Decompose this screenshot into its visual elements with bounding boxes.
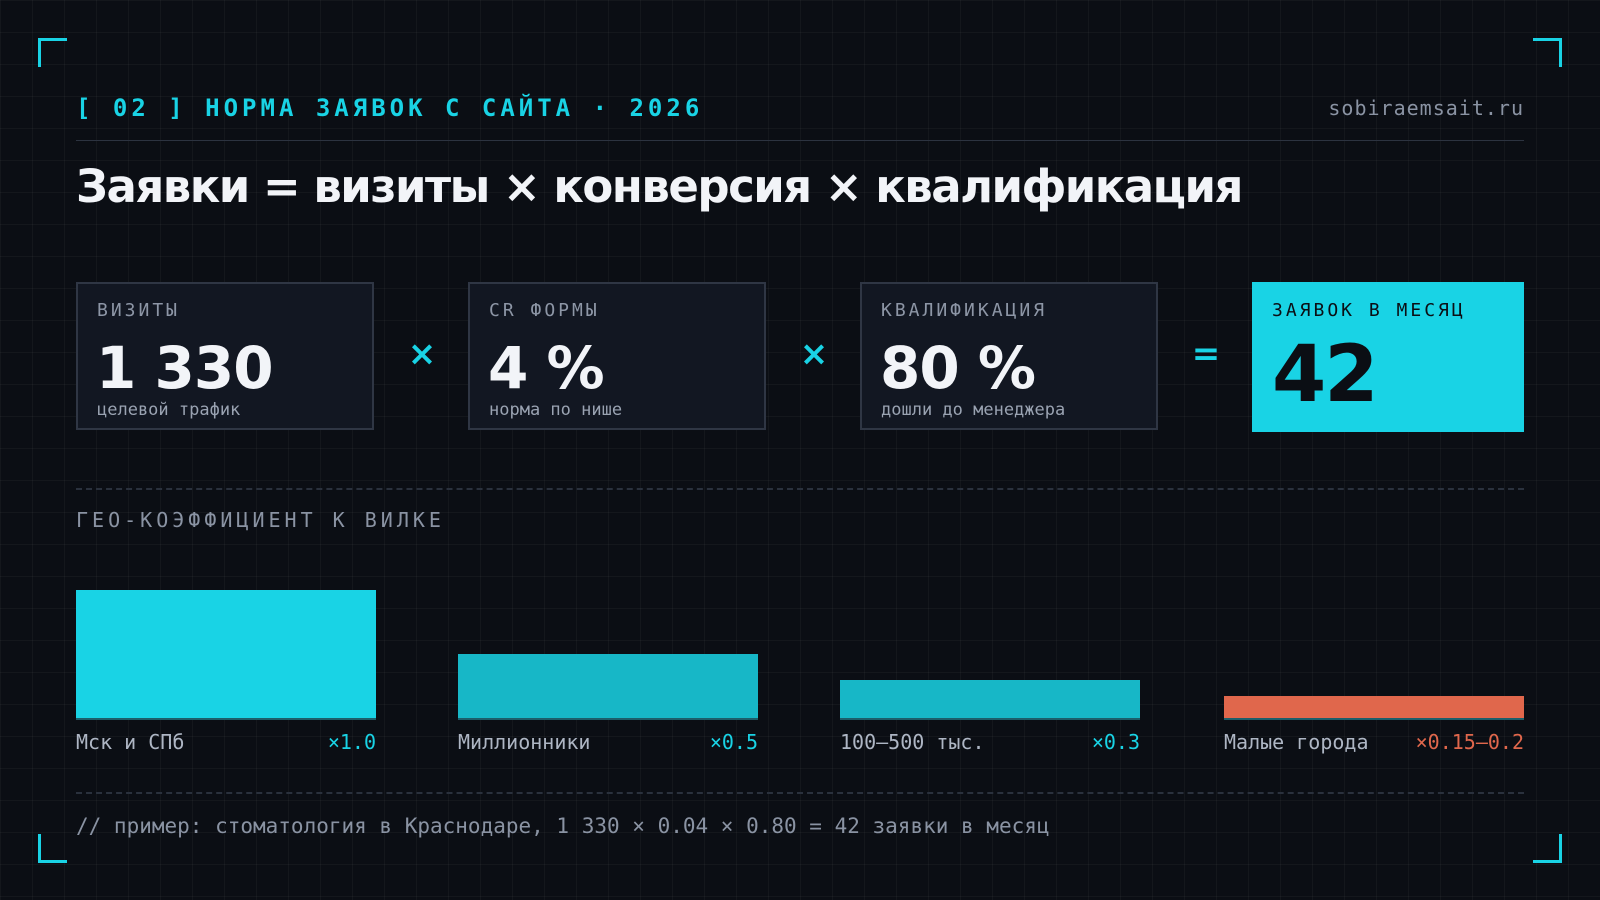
visits-card: ВИЗИТЫ 1 330 целевой трафик: [76, 282, 374, 430]
bar-baseline: [840, 560, 1140, 720]
section-divider: [76, 488, 1524, 490]
geo-bar-group: 100–500 тыс. ×0.3: [840, 560, 1140, 760]
geo-bar-coefficient: ×0.15–0.2: [1415, 730, 1524, 754]
visits-note: целевой трафик: [97, 400, 241, 420]
geo-bar-label: Миллионники: [458, 730, 591, 754]
multiply-operator: ×: [407, 334, 437, 374]
qualification-note: дошли до менеджера: [881, 400, 1066, 420]
frame-corner-bottom-left: [38, 834, 67, 863]
geo-bar: [1224, 696, 1524, 718]
footer-divider: [76, 792, 1524, 794]
formula-headline: Заявки = визиты × конверсия × квалификац…: [76, 160, 1243, 213]
geo-bar-coefficient: ×0.5: [709, 730, 758, 754]
result-value: 42: [1272, 330, 1379, 420]
frame-corner-bottom-right: [1533, 834, 1562, 863]
conversion-note: норма по нише: [489, 400, 623, 420]
geo-bar-group: Мск и СПб ×1.0: [76, 560, 376, 760]
bar-baseline: [458, 560, 758, 720]
geo-bar-label: Мск и СПб: [76, 730, 185, 754]
conversion-value: 4 %: [488, 334, 605, 402]
geo-bar-group: Миллионники ×0.5: [458, 560, 758, 760]
multiply-operator: ×: [799, 334, 829, 374]
bar-baseline: [76, 560, 376, 720]
frame-corner-top-right: [1533, 38, 1562, 67]
section-tag: [ 02 ] НОРМА ЗАЯВОК С САЙТА · 2026: [76, 94, 704, 122]
equals-operator: =: [1191, 334, 1221, 374]
visits-value: 1 330: [96, 334, 274, 402]
conversion-card: CR ФОРМЫ 4 % норма по нише: [468, 282, 766, 430]
qualification-card: КВАЛИФИКАЦИЯ 80 % дошли до менеджера: [860, 282, 1158, 430]
geo-bar-group: Малые города ×0.15–0.2: [1224, 560, 1524, 760]
visits-label: ВИЗИТЫ: [97, 300, 181, 321]
bar-baseline: [1224, 560, 1524, 720]
slide-header: [ 02 ] НОРМА ЗАЯВОК С САЙТА · 2026 sobir…: [76, 92, 1524, 141]
geo-bar: [840, 680, 1140, 718]
geo-bar-coefficient: ×0.3: [1091, 730, 1140, 754]
site-url[interactable]: sobiraemsait.ru: [1328, 96, 1524, 120]
qualification-value: 80 %: [880, 334, 1036, 402]
geo-bar: [76, 590, 376, 718]
geo-bar-coefficient: ×1.0: [327, 730, 376, 754]
result-card: ЗАЯВОК В МЕСЯЦ 42: [1252, 282, 1524, 432]
qualification-label: КВАЛИФИКАЦИЯ: [881, 300, 1048, 321]
geo-bar-label: 100–500 тыс.: [840, 730, 985, 754]
frame-corner-top-left: [38, 38, 67, 67]
example-note: // пример: стоматология в Краснодаре, 1 …: [76, 814, 1050, 838]
result-label: ЗАЯВОК В МЕСЯЦ: [1272, 300, 1466, 321]
geo-bar-label: Малые города: [1224, 730, 1369, 754]
conversion-label: CR ФОРМЫ: [489, 300, 600, 321]
geo-coefficient-title: ГЕО-КОЭФФИЦИЕНТ К ВИЛКЕ: [76, 508, 445, 532]
geo-bar: [458, 654, 758, 718]
